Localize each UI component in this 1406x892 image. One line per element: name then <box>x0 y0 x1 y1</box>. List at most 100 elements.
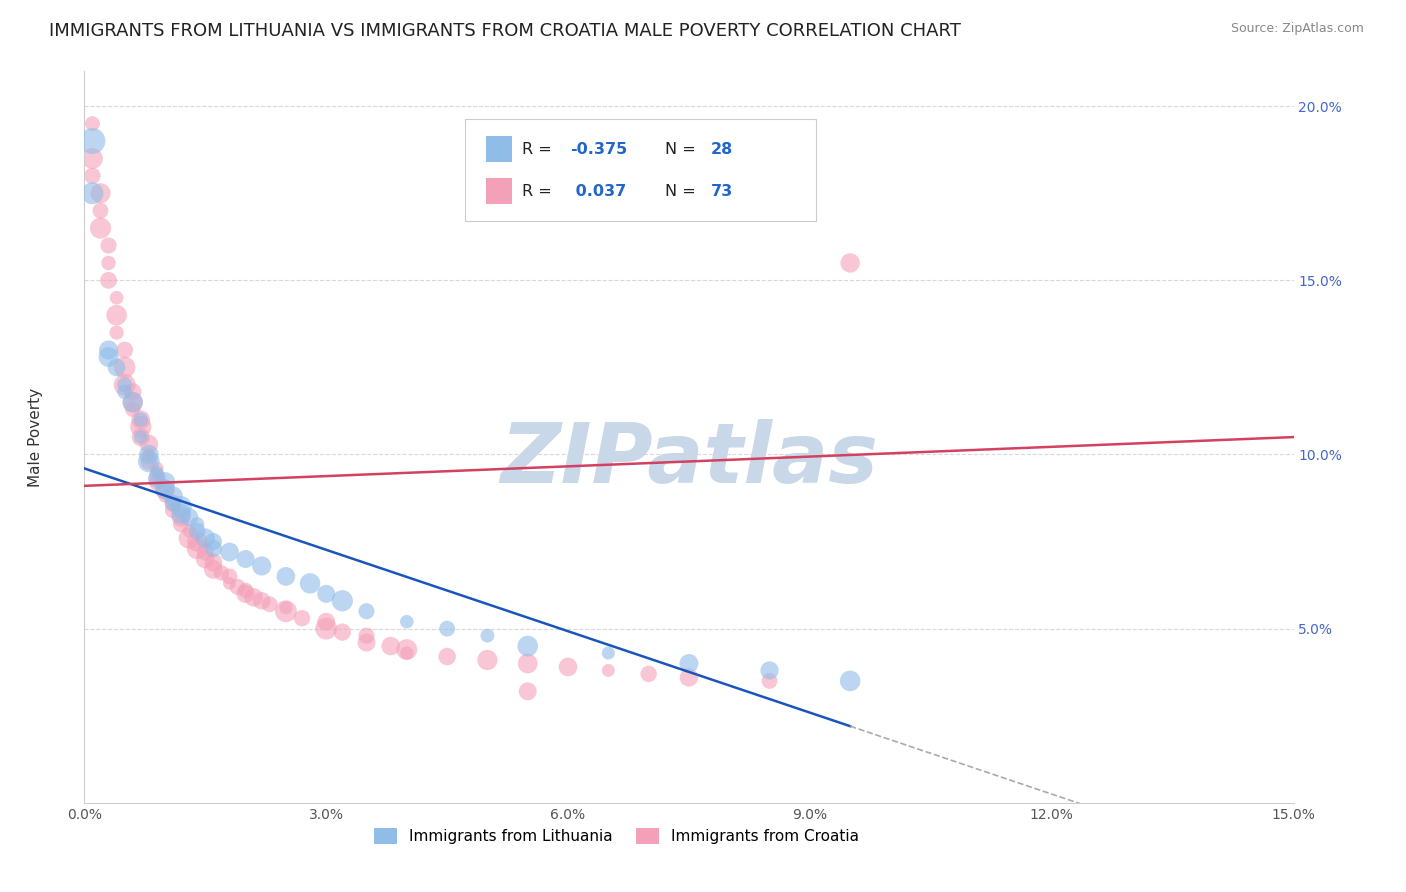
Point <box>218 576 240 591</box>
Text: Male Poverty: Male Poverty <box>28 387 44 487</box>
Point <box>105 291 128 305</box>
Point <box>194 552 217 566</box>
Point <box>97 343 120 357</box>
Point <box>235 552 257 566</box>
Point <box>218 569 240 583</box>
Point <box>146 465 169 479</box>
Point <box>356 604 378 618</box>
Point <box>97 350 120 364</box>
Point <box>146 475 169 490</box>
Point <box>330 594 353 608</box>
Point <box>146 472 169 486</box>
Point <box>162 503 184 517</box>
Point <box>114 360 136 375</box>
Point <box>202 556 225 570</box>
Point <box>477 653 499 667</box>
Point <box>82 134 104 148</box>
Point <box>121 384 143 399</box>
Point <box>291 611 314 625</box>
Point <box>121 395 143 409</box>
Text: 28: 28 <box>710 142 733 157</box>
Point <box>202 534 225 549</box>
Text: R =: R = <box>522 184 557 199</box>
Point <box>146 468 169 483</box>
Point <box>250 558 273 573</box>
Point <box>274 604 297 618</box>
Point <box>557 660 579 674</box>
Point <box>598 646 620 660</box>
Point <box>436 649 458 664</box>
Point <box>162 496 184 510</box>
Text: N =: N = <box>665 184 700 199</box>
Point <box>97 273 120 287</box>
Point <box>758 664 780 678</box>
Point <box>259 597 281 611</box>
Point <box>186 541 208 556</box>
Point <box>186 524 208 538</box>
Point <box>356 635 378 649</box>
Point <box>678 657 700 671</box>
Point <box>274 600 297 615</box>
Point <box>170 507 193 521</box>
Point <box>114 377 136 392</box>
Point <box>121 395 143 409</box>
Text: -0.375: -0.375 <box>571 142 627 157</box>
Text: 0.037: 0.037 <box>571 184 627 199</box>
Point <box>758 673 780 688</box>
Text: Source: ZipAtlas.com: Source: ZipAtlas.com <box>1230 22 1364 36</box>
Point <box>194 531 217 545</box>
Point <box>114 384 136 399</box>
Point <box>89 186 111 201</box>
Point <box>516 639 538 653</box>
Point <box>129 412 152 426</box>
Text: 73: 73 <box>710 184 733 199</box>
Point <box>516 684 538 698</box>
Point <box>153 483 176 497</box>
Point <box>380 639 402 653</box>
Point <box>678 670 700 684</box>
Point <box>194 545 217 559</box>
Point <box>121 402 143 417</box>
Point <box>395 646 418 660</box>
Point <box>162 496 184 510</box>
Text: IMMIGRANTS FROM LITHUANIA VS IMMIGRANTS FROM CROATIA MALE POVERTY CORRELATION CH: IMMIGRANTS FROM LITHUANIA VS IMMIGRANTS … <box>49 22 962 40</box>
Point <box>516 657 538 671</box>
Point <box>153 483 176 497</box>
Point <box>218 545 240 559</box>
Point <box>395 615 418 629</box>
Point <box>839 673 862 688</box>
Point <box>299 576 322 591</box>
Point <box>395 642 418 657</box>
Point <box>186 534 208 549</box>
Point <box>97 238 120 252</box>
Point <box>146 461 169 475</box>
Point <box>129 412 152 426</box>
Point <box>97 256 120 270</box>
Point <box>436 622 458 636</box>
Point <box>598 664 620 678</box>
Point <box>170 517 193 532</box>
Point <box>242 591 264 605</box>
Point <box>170 500 193 514</box>
Point <box>138 448 160 462</box>
FancyBboxPatch shape <box>465 119 815 221</box>
Point <box>138 454 160 468</box>
Point <box>315 587 337 601</box>
Point <box>226 580 249 594</box>
Point <box>82 186 104 201</box>
Point <box>202 562 225 576</box>
Text: ZIPatlas: ZIPatlas <box>501 418 877 500</box>
Point <box>477 629 499 643</box>
Point <box>138 437 160 451</box>
Point <box>89 221 111 235</box>
Point <box>138 454 160 468</box>
Text: N =: N = <box>665 142 700 157</box>
Point <box>250 594 273 608</box>
Point <box>129 419 152 434</box>
Point <box>186 517 208 532</box>
Point <box>114 343 136 357</box>
Point <box>153 475 176 490</box>
Point <box>82 152 104 166</box>
Point <box>114 377 136 392</box>
Point <box>105 360 128 375</box>
